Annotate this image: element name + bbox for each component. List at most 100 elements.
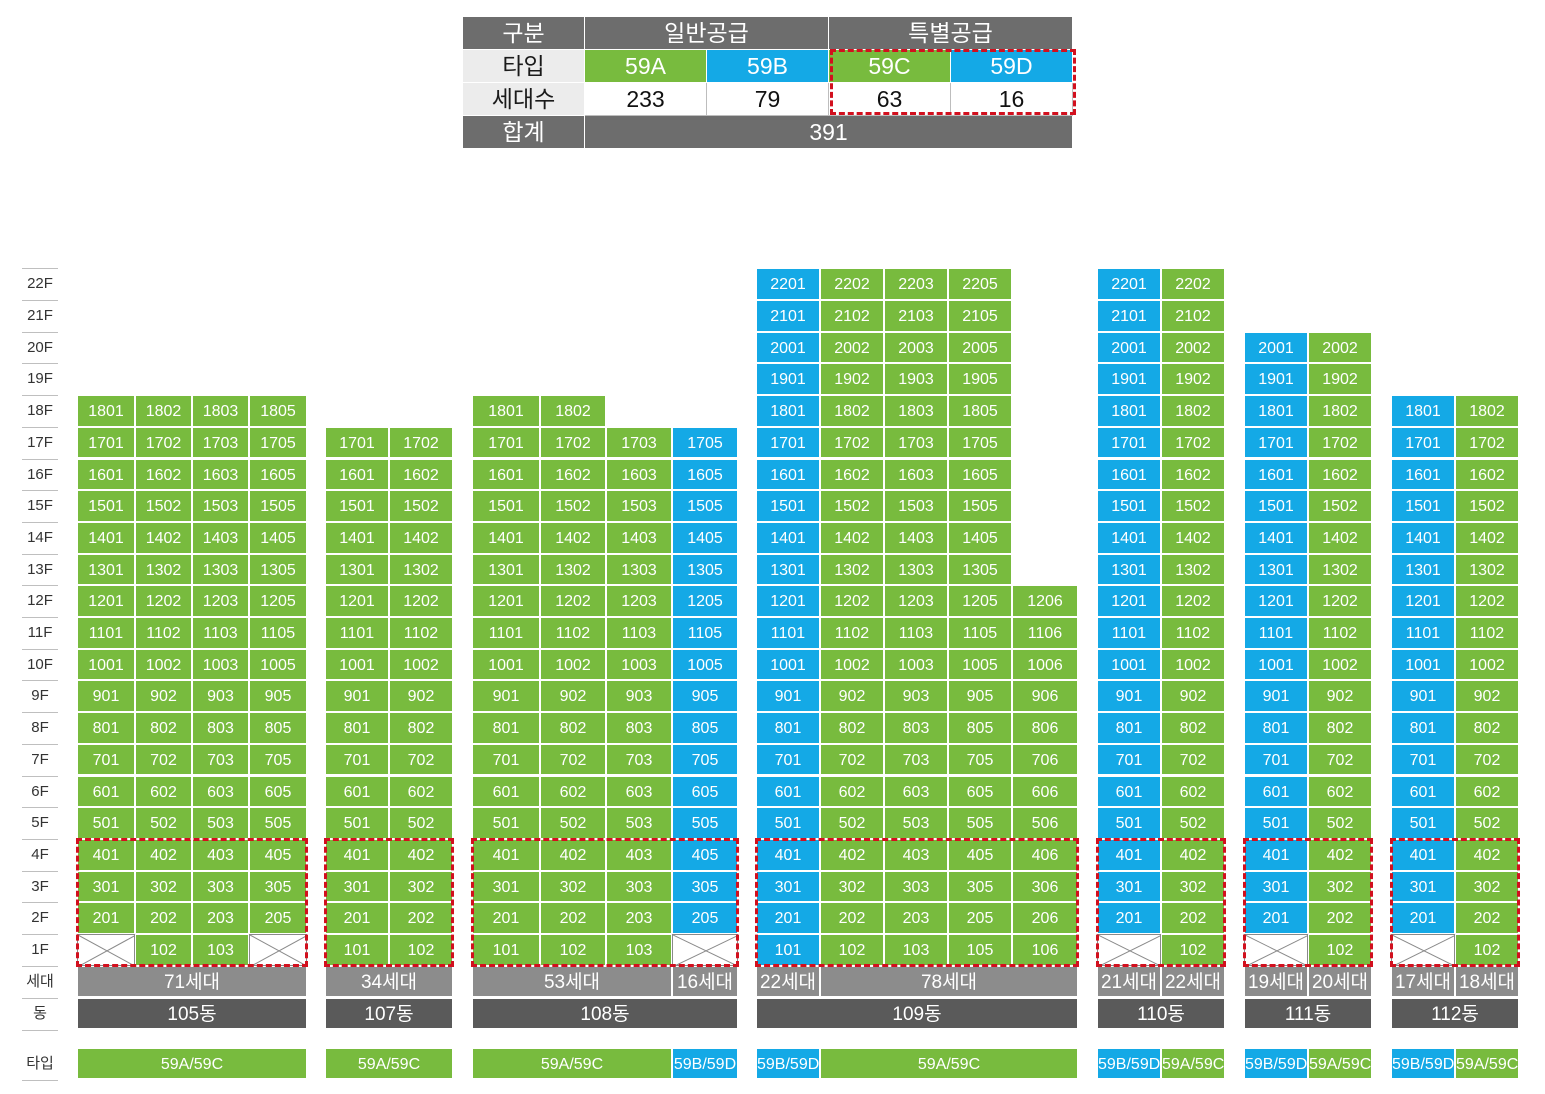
unit-cell: 1405 — [948, 521, 1012, 554]
unit-cell: 1702 — [820, 426, 884, 459]
unit-cell: 901 — [1244, 680, 1308, 713]
unit-cell: 1902 — [820, 363, 884, 396]
unit-cell: 603 — [192, 775, 249, 808]
unit-cell: 1902 — [1161, 363, 1225, 396]
unit-cell: 501 — [1244, 807, 1308, 839]
unit-cell: 1305 — [672, 553, 738, 586]
unit-cell: 803 — [606, 712, 672, 744]
empty-unit — [1391, 934, 1456, 967]
unit-cell: 1305 — [948, 553, 1012, 586]
unit-cell: 401 — [1391, 838, 1455, 871]
unit-cell: 102 — [389, 934, 453, 966]
unit-cell: 402 — [540, 838, 606, 871]
floor-label: 19F — [27, 370, 53, 388]
household-count: 22세대 — [756, 966, 820, 997]
unit-cell: 1603 — [192, 458, 249, 491]
unit-cell: 2105 — [948, 300, 1012, 332]
unit-cell: 602 — [1308, 775, 1372, 808]
unit-cell: 1802 — [1455, 395, 1519, 427]
empty-unit — [672, 934, 739, 967]
floor-divider — [22, 807, 58, 809]
unit-cell: 102 — [1455, 934, 1519, 966]
unit-cell: 1802 — [820, 395, 884, 427]
unit-cell: 902 — [1308, 680, 1372, 713]
floor-divider — [22, 617, 58, 618]
unit-cell: 1202 — [135, 585, 192, 617]
unit-cell: 503 — [192, 807, 249, 839]
type-bar: 59A/59C — [1308, 1048, 1372, 1079]
unit-cell: 802 — [389, 712, 453, 744]
unit-cell: 302 — [389, 870, 453, 903]
floor-divider — [22, 902, 58, 904]
unit-cell: 702 — [820, 743, 884, 776]
unit-cell: 1302 — [1455, 553, 1519, 586]
unit-cell: 701 — [325, 743, 389, 776]
unit-cell: 301 — [1097, 870, 1161, 903]
unit-cell: 202 — [820, 902, 884, 934]
unit-cell: 1302 — [135, 553, 192, 586]
unit-cell: 1002 — [1308, 648, 1372, 681]
unit-cell: 306 — [1012, 870, 1078, 903]
unit-cell: 1303 — [884, 553, 948, 586]
floor-divider — [22, 838, 58, 840]
unit-cell: 202 — [1161, 902, 1225, 934]
unit-cell: 801 — [1244, 712, 1308, 744]
unit-cell: 1702 — [540, 426, 606, 459]
unit-cell: 302 — [135, 870, 192, 903]
unit-cell: 302 — [540, 870, 606, 903]
unit-cell: 1401 — [1097, 521, 1161, 554]
unit-cell: 303 — [884, 870, 948, 903]
floor-divider — [22, 712, 58, 714]
floor-divider — [22, 965, 58, 967]
unit-cell: 805 — [948, 712, 1012, 744]
unit-cell: 2201 — [756, 268, 820, 300]
unit-cell: 1302 — [389, 553, 453, 586]
unit-cell: 901 — [77, 680, 135, 713]
floor-label: 8F — [31, 719, 49, 737]
unit-cell: 1602 — [820, 458, 884, 491]
type-59c: 59C — [828, 49, 951, 83]
unit-cell: 1501 — [1391, 490, 1455, 522]
unit-cell: 502 — [1308, 807, 1372, 839]
unit-cell: 502 — [1161, 807, 1225, 839]
floor-divider — [22, 680, 58, 682]
unit-cell: 1201 — [1097, 585, 1161, 617]
unit-cell: 1201 — [1391, 585, 1455, 617]
unit-cell: 502 — [540, 807, 606, 839]
unit-cell: 602 — [389, 775, 453, 808]
unit-cell: 1701 — [756, 426, 820, 459]
unit-cell: 1205 — [672, 585, 738, 617]
unit-cell: 1002 — [540, 648, 606, 681]
unit-cell: 902 — [540, 680, 606, 713]
floor-divider — [22, 585, 58, 587]
unit-cell: 2002 — [1161, 331, 1225, 364]
unit-cell: 1102 — [1455, 617, 1519, 649]
floor-label: 3F — [31, 877, 49, 895]
unit-cell: 201 — [472, 902, 540, 934]
unit-cell: 1503 — [884, 490, 948, 522]
unit-cell: 1003 — [192, 648, 249, 681]
unit-cell: 303 — [192, 870, 249, 903]
unit-cell: 501 — [756, 807, 820, 839]
unit-cell: 305 — [672, 870, 738, 903]
household-count: 53세대 — [472, 966, 672, 997]
unit-cell: 905 — [672, 680, 738, 713]
unit-cell: 1001 — [756, 648, 820, 681]
unit-cell: 801 — [1391, 712, 1455, 744]
unit-cell: 1605 — [948, 458, 1012, 491]
unit-cell: 701 — [77, 743, 135, 776]
unit-cell: 1501 — [77, 490, 135, 522]
unit-cell: 806 — [1012, 712, 1078, 744]
unit-cell: 1101 — [756, 617, 820, 649]
floor-divider — [22, 521, 58, 523]
unit-cell: 1201 — [472, 585, 540, 617]
unit-cell: 1005 — [249, 648, 307, 681]
unit-cell: 702 — [135, 743, 192, 776]
unit-cell: 1601 — [1391, 458, 1455, 491]
unit-cell: 505 — [249, 807, 307, 839]
unit-cell: 702 — [540, 743, 606, 776]
unit-cell: 703 — [884, 743, 948, 776]
unit-cell: 602 — [1455, 775, 1519, 808]
unit-cell: 1302 — [540, 553, 606, 586]
floor-label: 18F — [27, 402, 53, 420]
